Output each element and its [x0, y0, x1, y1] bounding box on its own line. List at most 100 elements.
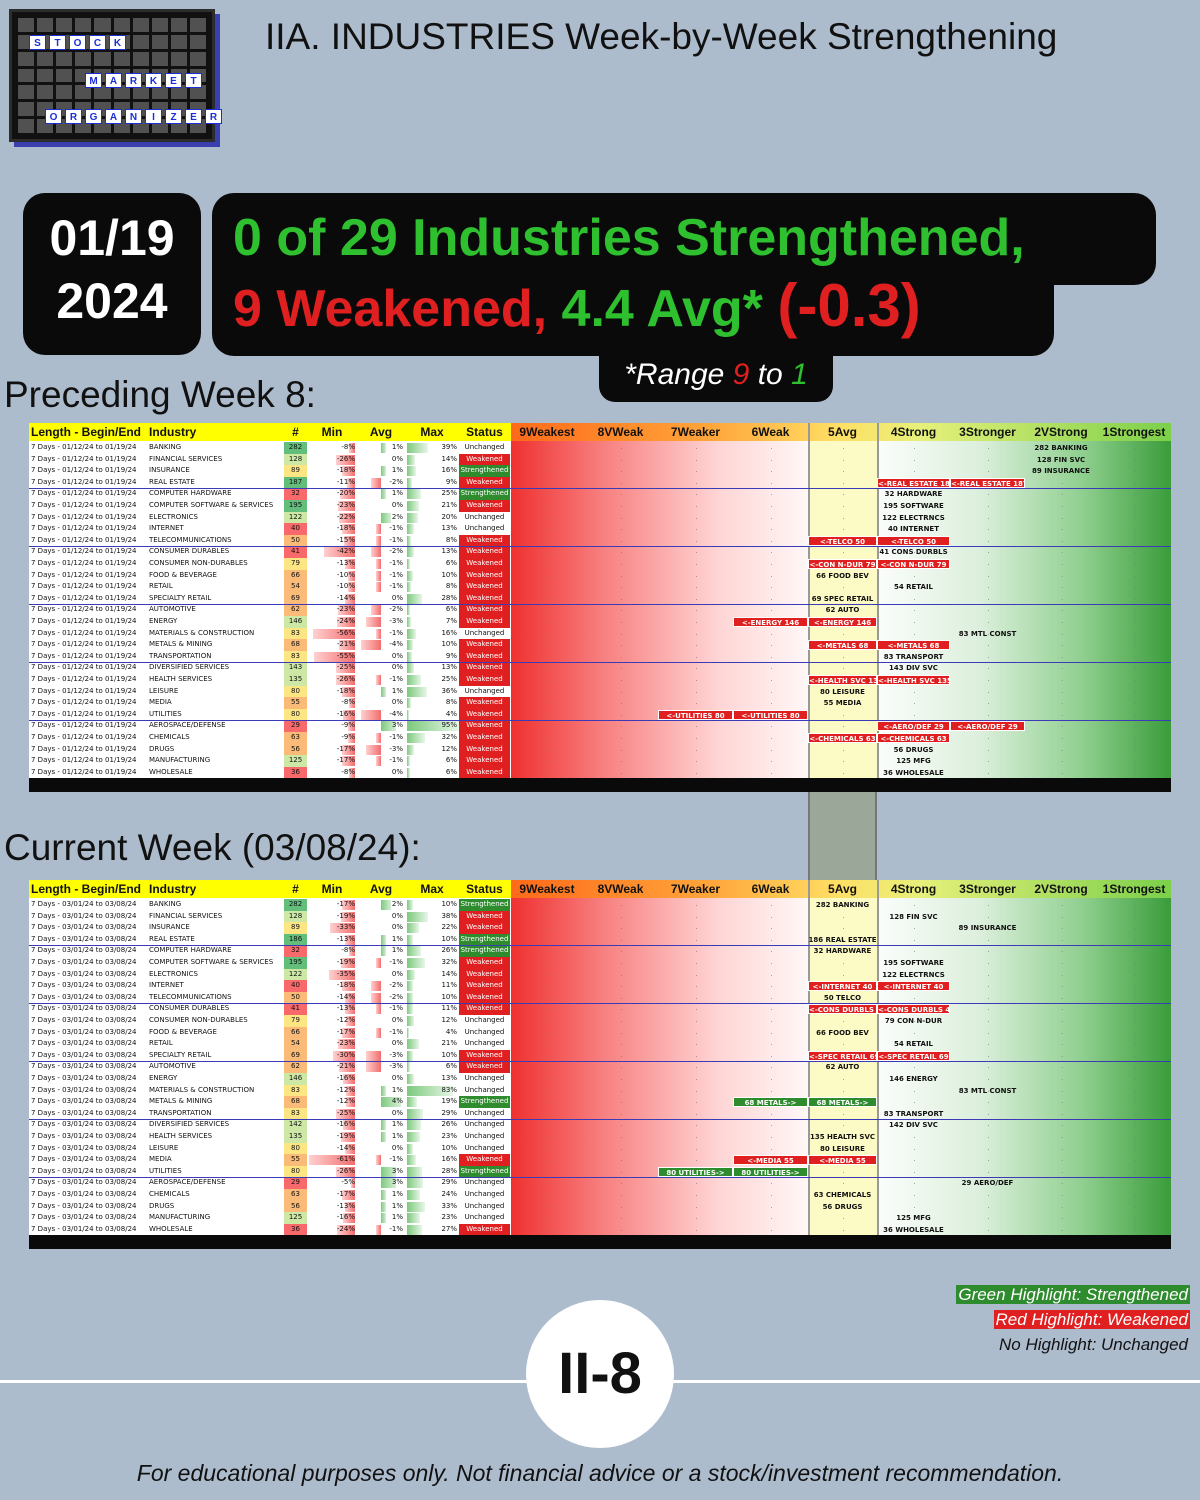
empty-cell-dot: .	[695, 1178, 698, 1187]
avg-bar	[376, 535, 381, 546]
cell-industry: SPECIALTY RETAIL	[149, 593, 212, 602]
max-bar	[407, 582, 412, 593]
cell-status: Strengthened	[459, 899, 510, 911]
empty-cell-dot: .	[695, 911, 698, 920]
empty-cell-dot: .	[842, 911, 845, 920]
empty-cell-dot: .	[842, 1074, 845, 1082]
empty-cell-dot: .	[913, 547, 916, 556]
bucket-label: <-REAL ESTATE 187	[877, 477, 950, 488]
table-row: 7 Days - 03/01/24 to 03/08/24 DIVERSIFIED…	[29, 1119, 1171, 1131]
min-bar	[335, 675, 355, 685]
cell-avg: -1%	[389, 524, 403, 533]
empty-cell-dot: .	[695, 946, 698, 955]
cell-count: 69	[284, 1049, 307, 1062]
cell-count: 29	[284, 1177, 307, 1189]
logo-letter: R	[205, 109, 222, 124]
cell-status: Weakened	[459, 534, 510, 547]
cell-count: 122	[284, 968, 307, 981]
cell-min: -35%	[336, 969, 355, 978]
bucket-label: 54 RETAIL	[893, 1040, 934, 1049]
cell-industry: LEISURE	[149, 686, 179, 695]
empty-cell-dot: .	[770, 934, 773, 943]
bucket-label: <-CON N-DUR 79	[877, 559, 950, 569]
column-header: #	[292, 882, 299, 896]
logo-letter: G	[85, 109, 102, 124]
empty-cell-dot: .	[770, 651, 773, 660]
empty-cell-dot: .	[547, 582, 550, 591]
cell-period: 7 Days - 01/12/24 to 01/19/24	[31, 721, 137, 730]
cell-max: 23%	[441, 1213, 457, 1222]
cell-max: 14%	[441, 454, 457, 463]
table-row: 7 Days - 01/12/24 to 01/19/24 RETAIL 54 -10…	[29, 581, 1171, 593]
cell-max: 4%	[445, 1027, 457, 1036]
empty-cell-dot: .	[695, 466, 698, 475]
logo-letter: S	[29, 35, 46, 50]
cell-avg: -1%	[389, 582, 403, 591]
empty-cell-dot: .	[695, 1004, 698, 1013]
cell-max: 20%	[441, 512, 457, 521]
cell-min: -16%	[336, 1074, 355, 1082]
cell-status: Unchanged	[464, 1085, 505, 1094]
avg-bar	[371, 477, 381, 488]
empty-cell-dot: .	[770, 477, 773, 486]
min-bar	[335, 1166, 355, 1177]
cell-count: 54	[284, 1038, 307, 1050]
logo-letter: A	[105, 73, 122, 88]
empty-cell-dot: .	[987, 1213, 990, 1222]
cell-count: 135	[284, 674, 307, 686]
bucket-label: <-CHEMICALS 63	[877, 733, 950, 743]
bucket-label: 83 TRANSPORT	[883, 1109, 944, 1118]
empty-cell-dot: .	[1134, 535, 1137, 544]
header-bg-right	[511, 880, 1171, 898]
bucket-label: <-SPEC RETAIL 69	[877, 1050, 950, 1061]
range-prefix: *Range	[624, 358, 733, 391]
empty-cell-dot: .	[547, 1050, 550, 1059]
column-header: Avg	[369, 882, 393, 896]
column-header: 8VWeak	[597, 882, 644, 896]
empty-cell-dot: .	[620, 733, 623, 741]
cell-avg: -4%	[389, 640, 403, 649]
empty-cell-dot: .	[987, 628, 990, 637]
empty-cell-dot: .	[842, 1132, 845, 1140]
max-bar	[407, 512, 418, 523]
empty-cell-dot: .	[547, 767, 550, 776]
bucket-label: 69 SPEC RETAIL	[811, 594, 874, 603]
max-bar	[407, 675, 421, 685]
table-footer-bar	[29, 1235, 1171, 1249]
cell-min: -15%	[336, 535, 355, 544]
empty-cell-dot: .	[620, 721, 623, 730]
bucket-label: <-SPEC RETAIL 69	[808, 1050, 877, 1061]
table-row: 7 Days - 03/01/24 to 03/08/24 DRUGS 56 -13%…	[29, 1200, 1171, 1213]
empty-cell-dot: .	[620, 535, 623, 544]
empty-cell-dot: .	[547, 443, 550, 451]
empty-cell-dot: .	[987, 489, 990, 498]
empty-cell-dot: .	[842, 923, 845, 932]
min-bar	[351, 1178, 355, 1189]
table-row: 7 Days - 01/12/24 to 01/19/24 METALS & MI…	[29, 639, 1171, 651]
cell-period: 7 Days - 01/12/24 to 01/19/24	[31, 605, 137, 614]
empty-cell-dot: .	[913, 698, 916, 707]
column-header: 1Strongest	[1102, 882, 1166, 896]
cell-max: 39%	[441, 443, 457, 451]
min-bar	[337, 501, 355, 511]
max-bar	[407, 1016, 414, 1026]
cell-period: 7 Days - 01/12/24 to 01/19/24	[31, 582, 137, 591]
empty-cell-dot: .	[1061, 1027, 1064, 1036]
cell-status: Unchanged	[464, 1178, 505, 1187]
empty-cell-dot: .	[987, 663, 990, 672]
empty-cell-dot: .	[695, 1062, 698, 1071]
cell-count: 83	[284, 650, 307, 663]
empty-cell-dot: .	[695, 1074, 698, 1082]
cell-min: -10%	[336, 582, 355, 591]
max-bar	[407, 744, 414, 755]
empty-cell-dot: .	[620, 1039, 623, 1048]
max-bar	[407, 767, 411, 778]
empty-cell-dot: .	[913, 489, 916, 498]
empty-cell-dot: .	[987, 640, 990, 649]
cell-count: 62	[284, 604, 307, 616]
empty-cell-dot: .	[695, 969, 698, 978]
cell-max: 29%	[441, 1178, 457, 1187]
cell-period: 7 Days - 03/01/24 to 03/08/24	[31, 992, 137, 1001]
empty-cell-dot: .	[1134, 698, 1137, 707]
empty-cell-dot: .	[1134, 501, 1137, 509]
